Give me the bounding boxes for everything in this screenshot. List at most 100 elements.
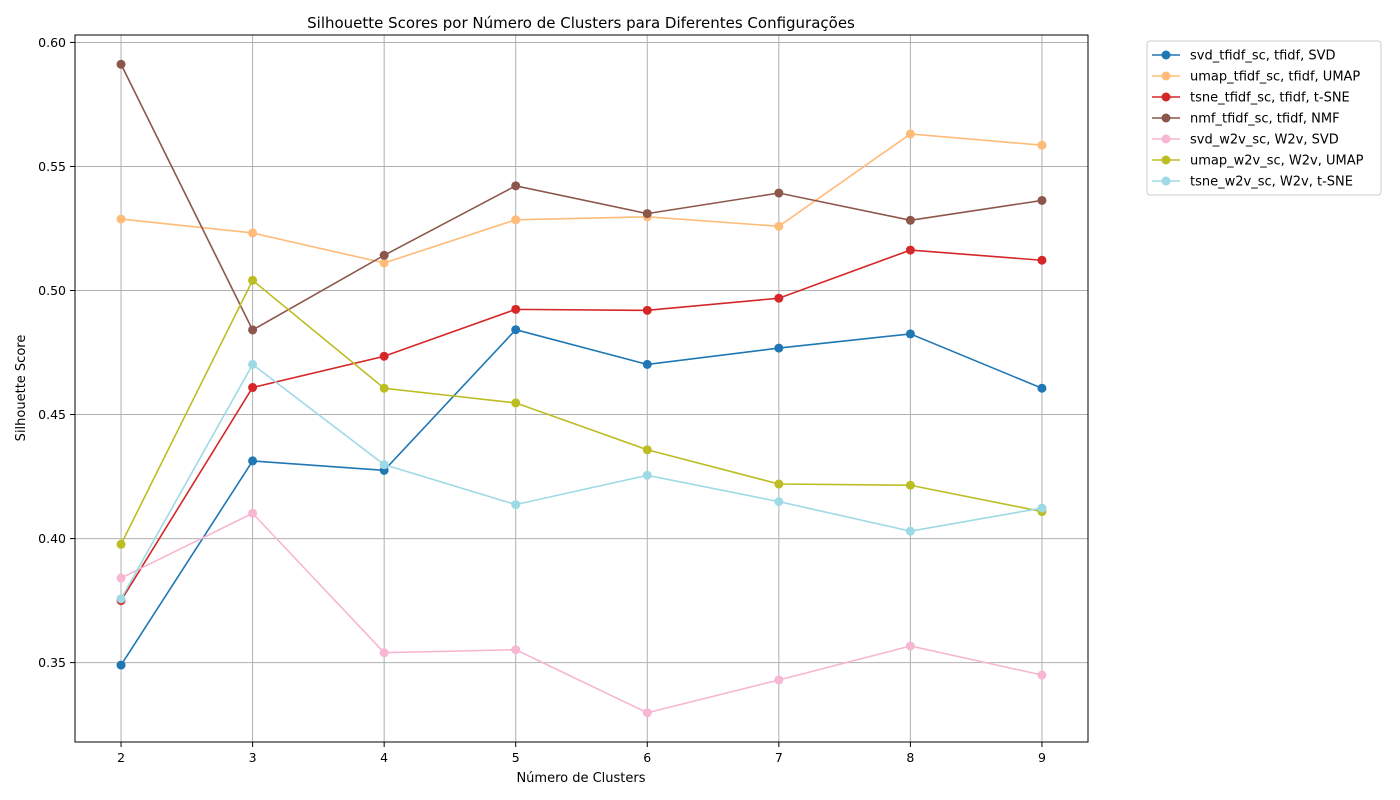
data-point xyxy=(511,215,521,225)
series-1 xyxy=(116,325,1047,670)
y-tick-label: 0.50 xyxy=(38,283,66,298)
series-2 xyxy=(116,129,1047,268)
y-tick-label: 0.45 xyxy=(38,407,66,422)
legend-marker xyxy=(1161,113,1171,123)
data-point xyxy=(248,456,258,466)
data-point xyxy=(248,275,258,285)
x-axis-label: Número de Clusters xyxy=(516,771,645,786)
data-point xyxy=(379,460,389,470)
data-point xyxy=(116,573,126,583)
series-line xyxy=(120,63,1043,332)
y-tick-label: 0.55 xyxy=(38,159,66,174)
data-point xyxy=(379,351,389,361)
data-point xyxy=(905,245,915,255)
data-point xyxy=(511,181,521,191)
data-point xyxy=(774,188,784,198)
grid xyxy=(75,35,1088,742)
data-point xyxy=(1037,503,1047,513)
data-point xyxy=(116,660,126,670)
data-point xyxy=(642,708,652,718)
data-point xyxy=(116,59,126,69)
chart-title: Silhouette Scores por Número de Clusters… xyxy=(307,14,855,32)
legend-marker xyxy=(1161,50,1171,60)
x-tick-label: 9 xyxy=(1038,750,1046,765)
legend-marker xyxy=(1161,176,1171,186)
legend-marker xyxy=(1161,134,1171,144)
legend-marker xyxy=(1161,155,1171,165)
data-point xyxy=(905,129,915,139)
x-tick-label: 2 xyxy=(117,750,125,765)
data-point xyxy=(116,214,126,224)
y-axis-label: Silhouette Score xyxy=(14,335,29,442)
legend: svd_tfidf_sc, tfidf, SVD umap_tfidf_sc, t… xyxy=(1146,40,1382,196)
series-5 xyxy=(116,508,1047,718)
data-point xyxy=(774,221,784,231)
legend-item: svd_tfidf_sc, tfidf, SVD xyxy=(1152,49,1336,64)
data-point xyxy=(905,641,915,651)
y-tick-label: 0.60 xyxy=(38,35,66,50)
legend-label: umap_w2v_sc, W2v, UMAP xyxy=(1190,154,1364,169)
data-point xyxy=(248,508,258,518)
series-line xyxy=(120,279,1043,545)
data-point xyxy=(248,228,258,238)
data-point xyxy=(774,497,784,507)
legend-label: svd_tfidf_sc, tfidf, SVD xyxy=(1190,49,1336,64)
legend-label: tsne_tfidf_sc, tfidf, t-SNE xyxy=(1190,91,1350,106)
legend-label: tsne_w2v_sc, W2v, t-SNE xyxy=(1190,175,1353,190)
series-line xyxy=(120,133,1043,264)
legend-label: svd_w2v_sc, W2v, SVD xyxy=(1190,133,1339,148)
legend-label: umap_tfidf_sc, tfidf, UMAP xyxy=(1190,70,1360,85)
data-point xyxy=(1037,195,1047,205)
data-point xyxy=(379,258,389,268)
data-point xyxy=(905,526,915,536)
legend-frame xyxy=(1146,40,1382,196)
data-point xyxy=(511,500,521,510)
data-point xyxy=(774,479,784,489)
data-point xyxy=(642,305,652,315)
x-tick-label: 6 xyxy=(643,750,651,765)
series-6 xyxy=(116,275,1047,549)
y-axis: 0.35 0.40 0.45 0.50 0.55 0.60 xyxy=(38,35,75,670)
series-line xyxy=(120,249,1043,602)
legend-item: svd_w2v_sc, W2v, SVD xyxy=(1152,133,1339,148)
data-point xyxy=(774,675,784,685)
data-point xyxy=(379,250,389,260)
y-tick-label: 0.40 xyxy=(38,531,66,546)
series-7 xyxy=(116,359,1047,604)
data-point xyxy=(379,648,389,658)
data-point xyxy=(1037,670,1047,680)
data-point xyxy=(642,470,652,480)
series-line xyxy=(120,328,1043,666)
data-point xyxy=(642,445,652,455)
x-tick-label: 3 xyxy=(249,750,257,765)
x-tick-label: 5 xyxy=(512,750,520,765)
legend-item: tsne_w2v_sc, W2v, t-SNE xyxy=(1152,175,1353,190)
x-tick-label: 4 xyxy=(380,750,388,765)
data-point xyxy=(248,383,258,393)
data-point xyxy=(248,359,258,369)
legend-item: umap_w2v_sc, W2v, UMAP xyxy=(1152,154,1364,169)
data-point xyxy=(774,293,784,303)
data-point xyxy=(116,539,126,549)
data-point xyxy=(379,383,389,393)
legend-item: nmf_tfidf_sc, tfidf, NMF xyxy=(1152,112,1340,127)
data-point xyxy=(1037,140,1047,150)
legend-label: nmf_tfidf_sc, tfidf, NMF xyxy=(1190,112,1340,127)
data-point xyxy=(642,209,652,219)
x-tick-label: 7 xyxy=(775,750,783,765)
series-3 xyxy=(116,245,1047,606)
data-point xyxy=(905,329,915,339)
data-point xyxy=(511,304,521,314)
legend-marker xyxy=(1161,92,1171,102)
y-tick-label: 0.35 xyxy=(38,655,66,670)
series-line xyxy=(120,512,1043,714)
data-point xyxy=(511,398,521,408)
x-tick-label: 8 xyxy=(906,750,914,765)
series-layer xyxy=(116,59,1047,718)
plot-frame xyxy=(74,34,1089,743)
data-point xyxy=(248,325,258,335)
legend-item: umap_tfidf_sc, tfidf, UMAP xyxy=(1152,70,1360,85)
data-point xyxy=(642,359,652,369)
data-point xyxy=(905,480,915,490)
